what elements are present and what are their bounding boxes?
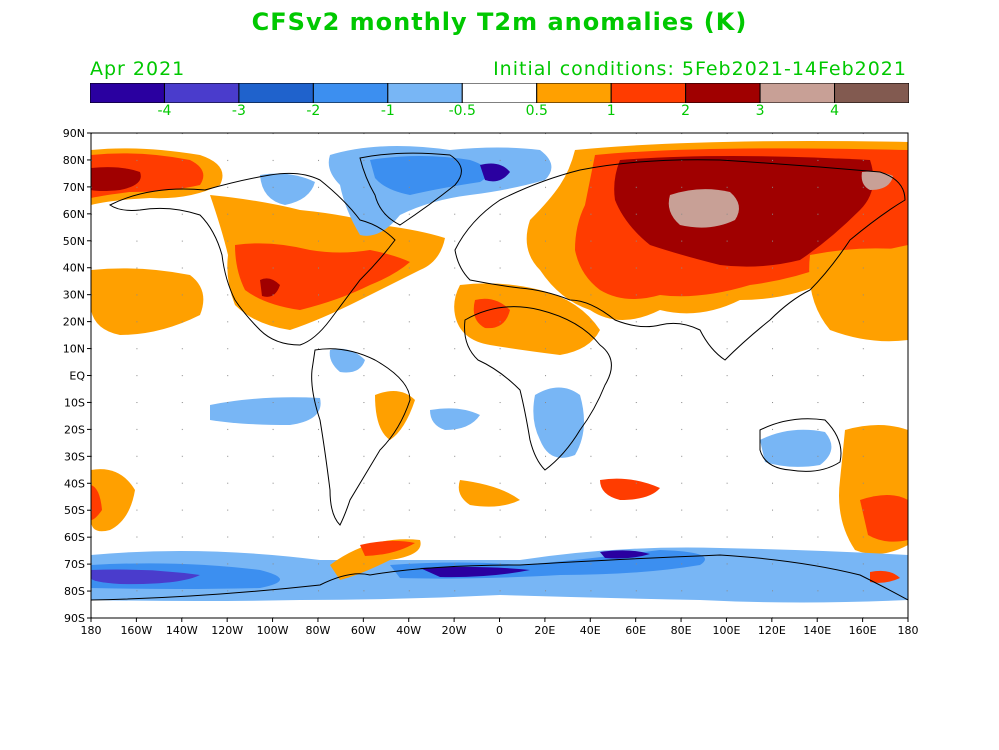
lat-tick-label: 40S (64, 477, 85, 490)
lat-tick-label: 70S (64, 558, 85, 571)
lat-tick-label: 30N (63, 289, 85, 302)
lat-tick-label: 60S (64, 531, 85, 544)
colorbar-tick-label: 2 (681, 103, 691, 119)
lat-tick-label: 80S (64, 585, 85, 598)
lon-tick-label: 0 (496, 624, 503, 637)
coast-north-america (109, 172, 396, 346)
lat-tick-label: 10N (63, 343, 85, 356)
lon-tick-label: 180 (898, 624, 919, 637)
lat-tick-label: EQ (69, 370, 85, 383)
latitude-axis: 90N 80N 70N 60N 50N 40N 30N 20N 10N EQ 10S 20S 30S 40… (63, 127, 91, 625)
lon-tick-label: 20W (442, 624, 467, 637)
colorbar-tick-label: -0.5 (448, 103, 476, 119)
coast-south-america (311, 348, 411, 526)
coast-eurasia (454, 159, 906, 361)
lat-tick-label: 70N (63, 181, 85, 194)
lat-tick-label: 60N (63, 208, 85, 221)
lon-tick-label: 20E (534, 624, 555, 637)
coast-antarctica (91, 554, 908, 601)
lon-tick-label: 120W (211, 624, 243, 637)
lon-tick-label: 100E (712, 624, 740, 637)
lon-tick-label: 160W (120, 624, 152, 637)
lat-tick-label: 80N (63, 154, 85, 167)
lon-tick-label: 140W (166, 624, 198, 637)
coast-africa (464, 306, 612, 471)
anomaly-field (91, 133, 908, 618)
lon-tick-label: 160E (849, 624, 877, 637)
forecast-month-label: Apr 2021 (90, 58, 186, 80)
colorbar-tick-label: 3 (755, 103, 765, 119)
colorbar-tick-label: 1 (606, 103, 616, 119)
colorbar-tick-labels: -4 -3 -2 -1 -0.5 0.5 1 2 3 4 (0, 103, 999, 123)
colorbar-tick-label: 0.5 (525, 103, 548, 119)
map-title: CFSv2 monthly T2m anomalies (K) (251, 8, 748, 36)
lat-tick-label: 90S (64, 612, 85, 625)
lat-tick-label: 50N (63, 235, 85, 248)
lon-tick-label: 80E (671, 624, 692, 637)
lon-tick-label: 60W (351, 624, 376, 637)
lon-tick-label: 140E (803, 624, 831, 637)
lon-tick-label: 120E (758, 624, 786, 637)
colorbar-tick-label: -1 (380, 103, 395, 119)
colorbar-tick-label: -3 (231, 103, 246, 119)
colorbar-tick-label: 4 (830, 103, 839, 119)
lat-tick-label: 90N (63, 127, 85, 140)
lon-tick-label: 40E (580, 624, 601, 637)
colorbar-tick-label: -4 (157, 103, 172, 119)
lat-tick-label: 40N (63, 262, 85, 275)
lat-tick-label: 20N (63, 316, 85, 329)
coast-australia (759, 418, 842, 472)
lat-tick-label: 50S (64, 504, 85, 517)
lat-tick-label: 20S (64, 423, 85, 436)
colorbar-tick-label: -2 (306, 103, 321, 119)
initial-conditions-label: Initial conditions: 5Feb2021-14Feb2021 (493, 58, 907, 80)
lon-tick-label: 100W (257, 624, 289, 637)
longitude-axis: 180 160W 140W 120W 100W 80W 60W 40W 20W 0 20E 40E 60… (81, 618, 919, 637)
lon-tick-label: 40W (396, 624, 421, 637)
colorbar-swatch (834, 83, 909, 103)
lon-tick-label: 60E (625, 624, 646, 637)
colorbar (90, 83, 909, 103)
lat-tick-label: 30S (64, 450, 85, 463)
lat-tick-label: 10S (64, 396, 85, 409)
coastlines (91, 152, 908, 601)
lon-tick-label: 80W (306, 624, 331, 637)
lon-tick-label: 180 (81, 624, 102, 637)
coast-greenland (359, 152, 462, 226)
